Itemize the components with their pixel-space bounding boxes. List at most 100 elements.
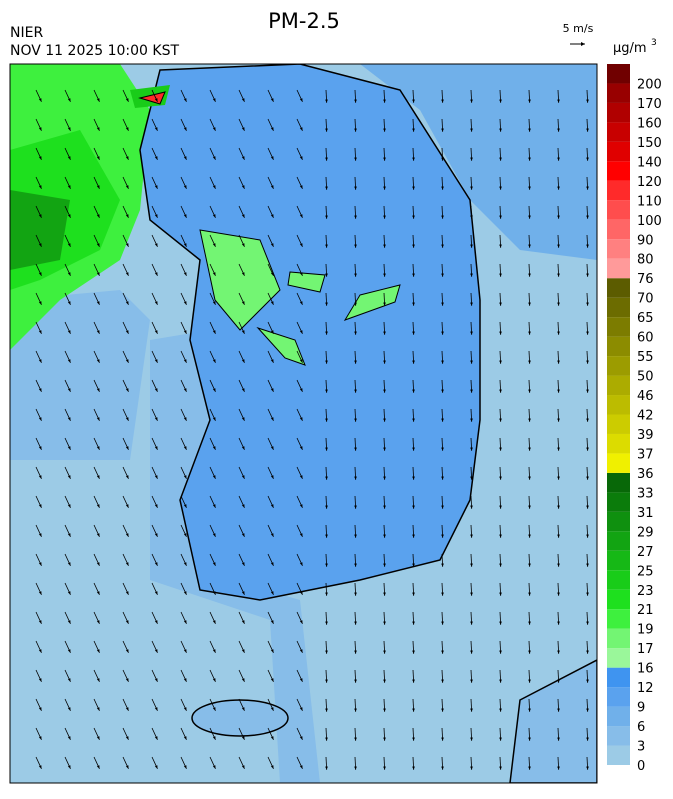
wind-arrowhead (67, 272, 71, 276)
wind-arrowhead (325, 737, 328, 741)
wind-arrowhead (67, 359, 71, 363)
colorbar-cell (607, 336, 630, 357)
wind-arrowhead (241, 185, 245, 189)
wind-arrowhead (325, 476, 328, 480)
wind-arrowhead (183, 620, 187, 624)
wind-arrowhead (325, 244, 328, 248)
wind-arrowhead (241, 417, 245, 421)
wind-arrowhead (325, 708, 328, 712)
green-patch (256, 326, 306, 366)
wind-arrowhead (270, 359, 274, 363)
wind-arrowhead (270, 649, 274, 653)
wind-arrowhead (586, 505, 589, 509)
wind-arrowhead (528, 157, 531, 161)
wind-arrowhead (383, 99, 386, 103)
wind-arrowhead (354, 302, 357, 306)
wind-arrowhead (586, 331, 589, 335)
wind-arrowhead (270, 243, 274, 247)
wind-arrowhead (67, 620, 71, 624)
wind-arrowhead (499, 186, 502, 190)
wind-arrowhead (441, 679, 444, 683)
colorbar-cell (607, 706, 630, 727)
colorbar-label: 50 (637, 370, 654, 385)
wind-arrowhead (270, 156, 274, 160)
wind-arrowhead (470, 679, 473, 683)
wind-arrowhead (270, 417, 274, 421)
wind-arrowhead (38, 185, 42, 189)
colorbar-label: 80 (637, 253, 654, 268)
wind-arrowhead (154, 765, 158, 769)
wind-arrowhead (383, 708, 386, 712)
colorbar-cell (607, 239, 630, 259)
colorbar-label: 6 (637, 720, 645, 735)
wind-arrowhead (383, 650, 386, 654)
wind-arrowhead (412, 186, 415, 190)
wind-arrowhead (586, 157, 589, 161)
wind-arrowhead (38, 504, 42, 508)
wind-arrowhead (325, 99, 328, 103)
wind-arrowhead (441, 621, 444, 625)
colorbar-cell (607, 745, 630, 765)
wind-arrowhead (354, 708, 357, 712)
wind-arrowhead (441, 389, 444, 393)
wind-arrowhead (125, 649, 129, 653)
wind-arrowhead (67, 243, 71, 247)
colorbar-cell (607, 297, 630, 318)
wind-arrowhead (557, 244, 560, 248)
wind-arrowhead (325, 534, 328, 538)
green-patch (343, 284, 401, 321)
wind-arrowhead (586, 592, 589, 596)
wind-arrowhead (557, 186, 560, 190)
colorbar-label: 31 (637, 506, 654, 521)
colorbar-label: 76 (637, 272, 654, 287)
wind-arrowhead (183, 330, 187, 334)
wind-arrowhead (125, 620, 129, 624)
wind-arrowhead (241, 736, 245, 740)
colorbar-label: 46 (637, 389, 654, 404)
colorbar-cell (607, 433, 630, 454)
wind-arrowhead (299, 330, 303, 334)
wind-arrowhead (241, 446, 245, 450)
wind-arrowhead (96, 707, 100, 711)
wind-arrowhead (67, 301, 71, 305)
wind-arrowhead (212, 649, 216, 653)
wind-arrowhead (499, 215, 502, 219)
colorbar-cell (607, 141, 630, 162)
wind-arrowhead (241, 156, 245, 160)
wind-arrowhead (586, 650, 589, 654)
wind-arrowhead (96, 736, 100, 740)
wind-arrowhead (441, 331, 444, 335)
colorbar-label: 42 (637, 409, 654, 424)
wind-arrowhead (499, 99, 502, 103)
wind-arrowhead (354, 418, 357, 422)
wind-arrowhead (325, 650, 328, 654)
wind-arrowhead (154, 504, 158, 508)
wind-arrowhead (67, 707, 71, 711)
wind-arrowhead (183, 301, 187, 305)
wind-arrowhead (499, 157, 502, 161)
unit-superscript: 3 (651, 38, 657, 48)
wind-arrowhead (586, 418, 589, 422)
wind-arrowhead (154, 591, 158, 595)
wind-arrowhead (154, 388, 158, 392)
wind-arrowhead (154, 678, 158, 682)
wind-arrowhead (270, 707, 274, 711)
wind-arrowhead (557, 737, 560, 741)
wind-arrowhead (96, 562, 100, 566)
red-hotspot (138, 91, 166, 105)
wind-arrowhead (557, 302, 560, 306)
wind-arrowhead (38, 98, 42, 102)
wind-arrowhead (270, 388, 274, 392)
wind-arrowhead (586, 737, 589, 741)
wind-arrowhead (67, 185, 71, 189)
wind-arrowhead (325, 621, 328, 625)
wind-arrowhead (441, 650, 444, 654)
wind-arrowhead (499, 650, 502, 654)
wind-arrowhead (325, 360, 328, 364)
colorbar-label: 29 (637, 525, 654, 540)
wind-arrowhead (125, 475, 129, 479)
colorbar-label: 170 (637, 97, 662, 112)
wind-arrowhead (241, 707, 245, 711)
wind-arrowhead (470, 215, 473, 219)
wind-arrowhead (183, 243, 187, 247)
